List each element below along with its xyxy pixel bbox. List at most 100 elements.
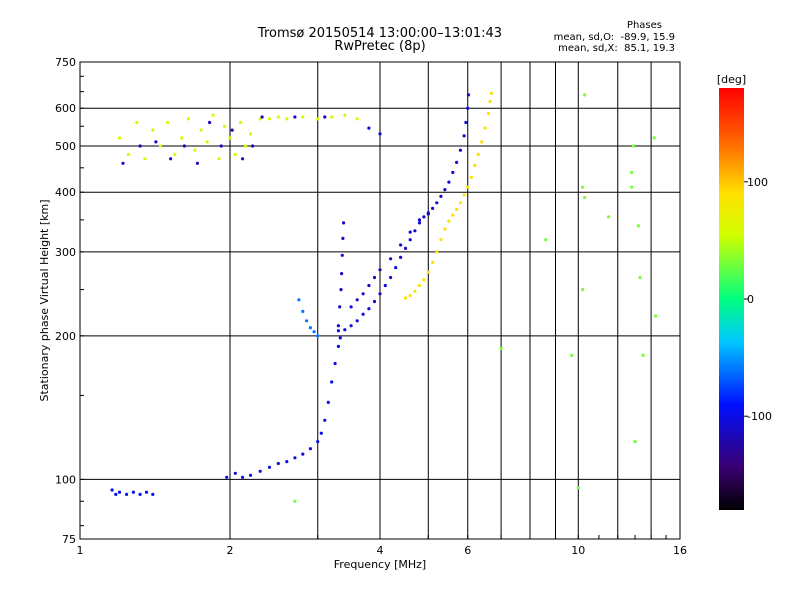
data-point-o-f (403, 246, 408, 250)
data-point-o-f-spike (336, 324, 340, 328)
data-point-x-f (417, 283, 422, 288)
data-point-sporadic-upper-band (316, 117, 320, 121)
data-point-scattered-misc (641, 353, 645, 357)
data-point-o-f-upper (417, 218, 422, 222)
data-point-o-f (399, 255, 403, 259)
data-point-sporadic-upper-band (249, 132, 253, 136)
data-point-x-f (447, 219, 451, 223)
data-point-scattered-misc (293, 499, 297, 503)
data-point-scattered-misc (581, 288, 585, 292)
data-point-o-f-upper (349, 305, 353, 309)
data-point-scattered-misc (633, 440, 637, 444)
data-point-o-e (267, 465, 272, 469)
data-point-x-f (476, 152, 480, 157)
data-point-sporadic-upper-band (180, 136, 184, 140)
data-point-o-low (138, 492, 142, 496)
data-point-x-f (451, 213, 455, 217)
data-point-o-f-spike (340, 272, 344, 276)
data-point-x-f (466, 185, 470, 189)
data-point-o-e (276, 461, 280, 466)
data-point-sporadic-upper-band-blue (208, 120, 212, 125)
data-point-o-f (466, 93, 471, 97)
colorbar-tick-label: -100 (747, 410, 772, 423)
data-point-sporadic-upper-band (205, 140, 209, 144)
data-point-o-f (451, 170, 455, 175)
data-point-o-f (443, 188, 447, 192)
data-point-o-f (408, 238, 412, 242)
data-point-sporadic-upper-band-blue (121, 161, 125, 165)
data-point-x-f (439, 238, 443, 242)
y-tick-label: 100 (55, 473, 76, 486)
phase-stats-o: mean, sd,O: -89.9, 15.9 (553, 32, 675, 43)
data-point-sporadic-upper-band (239, 120, 243, 125)
data-point-o-e (338, 336, 342, 340)
data-point-sporadic-upper-band (330, 115, 334, 119)
data-point-x-f (458, 201, 462, 205)
data-point-o-low (114, 492, 118, 496)
data-point-o-f (343, 328, 347, 332)
data-point-o-near-fo (297, 298, 301, 302)
data-point-sporadic-upper-band (151, 128, 155, 132)
data-point-scattered-misc (630, 185, 634, 189)
data-point-sporadic-upper-band-blue (241, 157, 245, 161)
data-point-o-f (383, 283, 387, 288)
data-point-sporadic-upper-band (285, 117, 289, 121)
data-point-x-f (490, 91, 494, 95)
data-point-o-f-upper (408, 230, 412, 234)
data-point-x-f (403, 296, 408, 300)
data-point-sporadic-upper-band (222, 124, 227, 128)
colorbar-tick-label: 0 (747, 293, 754, 306)
data-point-sporadic-upper-band-blue (367, 126, 371, 130)
data-point-sporadic-upper-band-blue (138, 144, 142, 148)
data-point-o-f-upper (367, 283, 371, 288)
data-point-sporadic-upper-band (301, 115, 305, 119)
data-point-x-f (480, 140, 484, 144)
data-point-o-low (131, 490, 135, 494)
data-point-o-near-fo (305, 319, 309, 323)
data-point-o-f (464, 120, 468, 125)
data-point-o-low (117, 490, 122, 494)
y-tick-label: 600 (55, 102, 76, 115)
data-point-o-f (389, 275, 393, 280)
data-point-sporadic-upper-band (166, 120, 170, 125)
data-point-x-f (483, 126, 487, 130)
data-point-o-f (349, 324, 353, 328)
data-point-sporadic-upper-band-blue (251, 144, 255, 148)
y-tick-label: 75 (62, 533, 76, 546)
data-point-o-f-spike (341, 236, 345, 240)
data-point-o-f-upper (399, 243, 403, 247)
data-point-scattered-misc (631, 144, 636, 148)
data-point-o-e (333, 361, 337, 366)
phase-stats-x: mean, sd,X: 85.1, 19.3 (558, 43, 675, 54)
data-point-sporadic-upper-band (244, 144, 248, 148)
phase-stats-header: Phases (626, 20, 662, 31)
data-point-o-f-spike (342, 221, 346, 225)
data-point-sporadic-upper-band (267, 117, 272, 121)
data-point-scattered-misc (576, 486, 580, 490)
data-point-scattered-misc (499, 347, 503, 351)
data-point-o-f-spike (338, 305, 342, 309)
data-point-sporadic-upper-band (117, 136, 122, 140)
data-point-x-f (413, 289, 417, 293)
data-point-scattered-misc (654, 314, 658, 318)
colorbar-gradient (719, 88, 744, 510)
data-point-o-f (417, 221, 422, 225)
data-point-o-f (336, 329, 340, 333)
data-point-sporadic-upper-band (233, 152, 237, 157)
data-point-o-e (323, 418, 327, 422)
data-point-o-f (447, 180, 451, 184)
data-point-o-f (431, 206, 435, 210)
data-point-sporadic-upper-band (355, 117, 359, 121)
data-point-o-e (225, 475, 229, 479)
data-point-scattered-misc (581, 185, 585, 189)
colorbar: [deg] 100 0 -100 (717, 73, 772, 510)
data-point-scattered-misc (544, 238, 548, 242)
y-axis-label: Stationary phase Virtual Height [km] (38, 199, 51, 401)
data-point-scattered-misc (638, 275, 642, 280)
data-point-sporadic-upper-band (158, 144, 162, 148)
data-point-o-near-fo (312, 330, 316, 334)
data-point-o-f-upper (378, 268, 382, 272)
data-point-sporadic-upper-band (143, 157, 147, 161)
data-point-sporadic-upper-band-blue (154, 140, 158, 144)
data-point-sporadic-upper-band (217, 157, 221, 161)
